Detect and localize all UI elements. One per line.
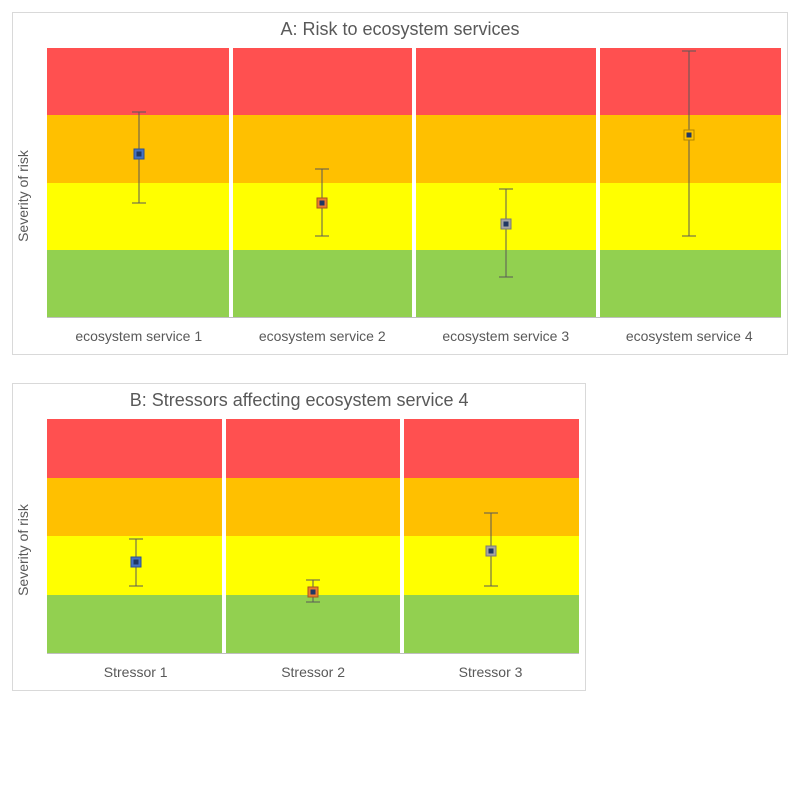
x-axis-label: ecosystem service 3 <box>414 328 598 344</box>
error-cap <box>484 585 498 586</box>
panel-b-title: B: Stressors affecting ecosystem service… <box>19 390 579 411</box>
data-marker <box>318 198 327 207</box>
x-axis-label: Stressor 3 <box>402 664 579 680</box>
error-cap <box>315 236 329 237</box>
error-cap <box>499 276 513 277</box>
error-cap <box>306 579 320 580</box>
panel-b-ylabel: Severity of risk <box>15 504 31 596</box>
category-divider <box>222 419 226 653</box>
error-cap <box>132 111 146 112</box>
data-marker <box>501 220 510 229</box>
risk-band <box>47 478 579 537</box>
error-cap <box>484 512 498 513</box>
error-cap <box>132 202 146 203</box>
panel-b-chart-row: Severity of risk Stressor 1Stressor 2Str… <box>19 419 579 680</box>
error-cap <box>682 236 696 237</box>
data-marker <box>309 587 318 596</box>
data-marker <box>685 131 694 140</box>
category-divider <box>400 419 404 653</box>
panel-a-xlabels: ecosystem service 1ecosystem service 2ec… <box>47 328 781 344</box>
panel-b-plot-area <box>47 419 579 654</box>
panel-a-ylabel: Severity of risk <box>15 150 31 242</box>
category-divider <box>229 48 233 317</box>
panel-a: A: Risk to ecosystem services Severity o… <box>12 12 788 355</box>
panel-b: B: Stressors affecting ecosystem service… <box>12 383 586 691</box>
error-cap <box>499 189 513 190</box>
risk-band <box>47 419 579 478</box>
risk-band <box>47 595 579 654</box>
x-axis-label: ecosystem service 2 <box>231 328 415 344</box>
panel-a-ylabel-col: Severity of risk <box>19 48 47 344</box>
error-cap <box>306 601 320 602</box>
error-bar <box>505 189 506 276</box>
error-cap <box>129 538 143 539</box>
data-marker <box>134 150 143 159</box>
panel-b-plot-col: Stressor 1Stressor 2Stressor 3 <box>47 419 579 680</box>
error-cap <box>129 585 143 586</box>
category-divider <box>596 48 600 317</box>
x-axis-label: ecosystem service 1 <box>47 328 231 344</box>
x-axis-label: Stressor 2 <box>224 664 401 680</box>
panel-a-plot-col: ecosystem service 1ecosystem service 2ec… <box>47 48 781 344</box>
category-divider <box>412 48 416 317</box>
panel-b-ylabel-col: Severity of risk <box>19 419 47 680</box>
panel-a-plot-area <box>47 48 781 318</box>
panel-a-title: A: Risk to ecosystem services <box>19 19 781 40</box>
panel-b-xlabels: Stressor 1Stressor 2Stressor 3 <box>47 664 579 680</box>
panel-a-chart-row: Severity of risk ecosystem service 1ecos… <box>19 48 781 344</box>
x-axis-label: ecosystem service 4 <box>598 328 782 344</box>
x-axis-label: Stressor 1 <box>47 664 224 680</box>
data-marker <box>131 558 140 567</box>
error-bar <box>689 51 690 236</box>
data-marker <box>486 546 495 555</box>
error-cap <box>682 51 696 52</box>
error-cap <box>315 169 329 170</box>
